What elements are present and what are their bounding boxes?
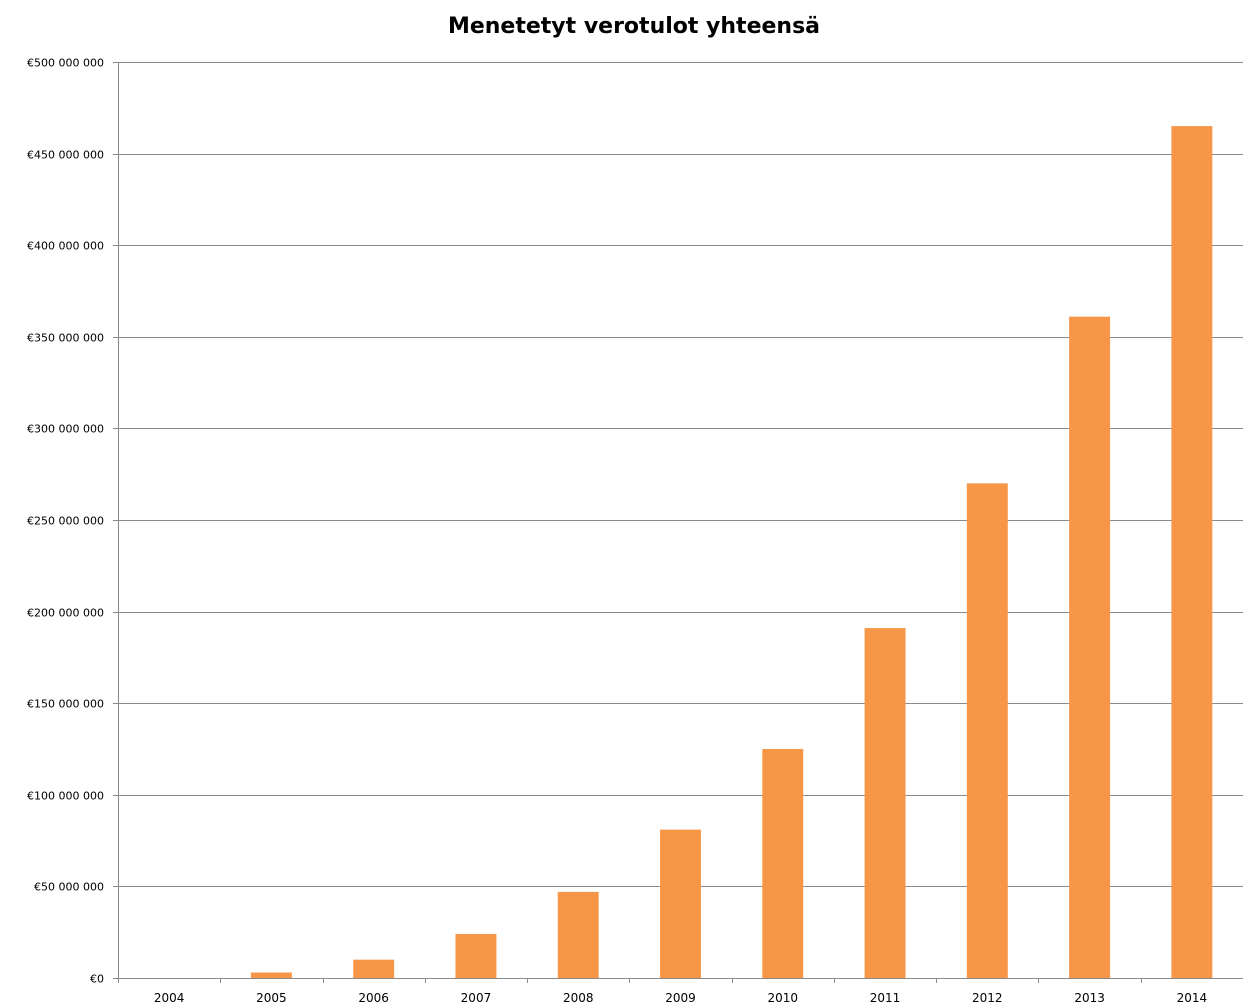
x-tick-label: 2008 xyxy=(563,991,594,1005)
y-tick-label: €150 000 000 xyxy=(27,698,104,711)
y-tick-label: €250 000 000 xyxy=(27,515,104,528)
axes xyxy=(113,62,1243,983)
x-tick-label: 2013 xyxy=(1074,991,1105,1005)
x-tick-label: 2004 xyxy=(154,991,185,1005)
x-tick-label: 2012 xyxy=(972,991,1003,1005)
x-tick-label: 2014 xyxy=(1177,991,1208,1005)
y-tick-label: €400 000 000 xyxy=(27,240,104,253)
bar-2007 xyxy=(455,934,497,978)
y-tick-label: €350 000 000 xyxy=(27,332,104,345)
y-tick-label: €200 000 000 xyxy=(27,607,104,620)
x-tick-label: 2007 xyxy=(461,991,492,1005)
bar-2013 xyxy=(1069,316,1111,978)
x-tick-label: 2010 xyxy=(767,991,798,1005)
bar-2014 xyxy=(1171,126,1213,979)
bar-2010 xyxy=(762,749,804,978)
y-tick-label: €100 000 000 xyxy=(27,790,104,803)
y-tick-label: €300 000 000 xyxy=(27,423,104,436)
x-tick-label: 2005 xyxy=(256,991,287,1005)
x-tick-label: 2011 xyxy=(870,991,901,1005)
y-tick-labels: €0 €50 000 000 €100 000 000 €150 000 000 €20… xyxy=(27,57,104,986)
bar-2005 xyxy=(250,972,292,978)
bar-2006 xyxy=(353,959,395,978)
bar-2011 xyxy=(864,628,906,978)
bars xyxy=(250,126,1213,979)
y-tick-label: €50 000 000 xyxy=(34,881,104,894)
y-tick-label: €500 000 000 xyxy=(27,57,104,70)
x-tick-labels: 2004 2005 2006 2007 2008 2009 2010 2011 2012 2013… xyxy=(154,991,1207,1005)
chart-title: Menetetyt verotulot yhteensä xyxy=(448,14,820,39)
y-tick-label: €450 000 000 xyxy=(27,149,104,162)
bar-2009 xyxy=(660,829,701,978)
y-tick-label: €0 xyxy=(90,973,104,986)
x-tick-label: 2006 xyxy=(358,991,389,1005)
bar-2008 xyxy=(557,891,599,978)
bar-2012 xyxy=(966,483,1008,978)
gridlines xyxy=(113,62,1243,887)
x-tick-label: 2009 xyxy=(665,991,696,1005)
